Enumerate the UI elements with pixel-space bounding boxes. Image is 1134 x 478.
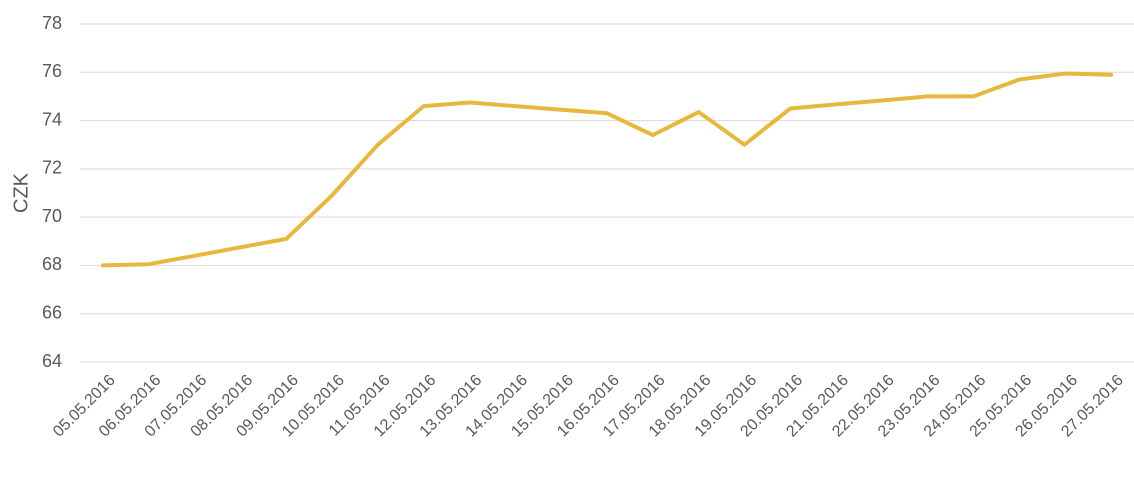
y-tick-label: 64: [42, 351, 62, 371]
page: CZK 646668707274767805.05.201606.05.2016…: [0, 0, 1134, 478]
y-tick-label: 76: [42, 61, 62, 81]
y-tick-label: 66: [42, 302, 62, 322]
y-tick-label: 72: [42, 158, 62, 178]
y-tick-label: 70: [42, 206, 62, 226]
chart: CZK 646668707274767805.05.201606.05.2016…: [0, 0, 1134, 478]
y-tick-label: 68: [42, 254, 62, 274]
y-tick-label: 78: [42, 13, 62, 33]
y-tick-label: 74: [42, 109, 62, 129]
data-line: [103, 74, 1111, 266]
y-axis-label: CZK: [10, 172, 32, 213]
